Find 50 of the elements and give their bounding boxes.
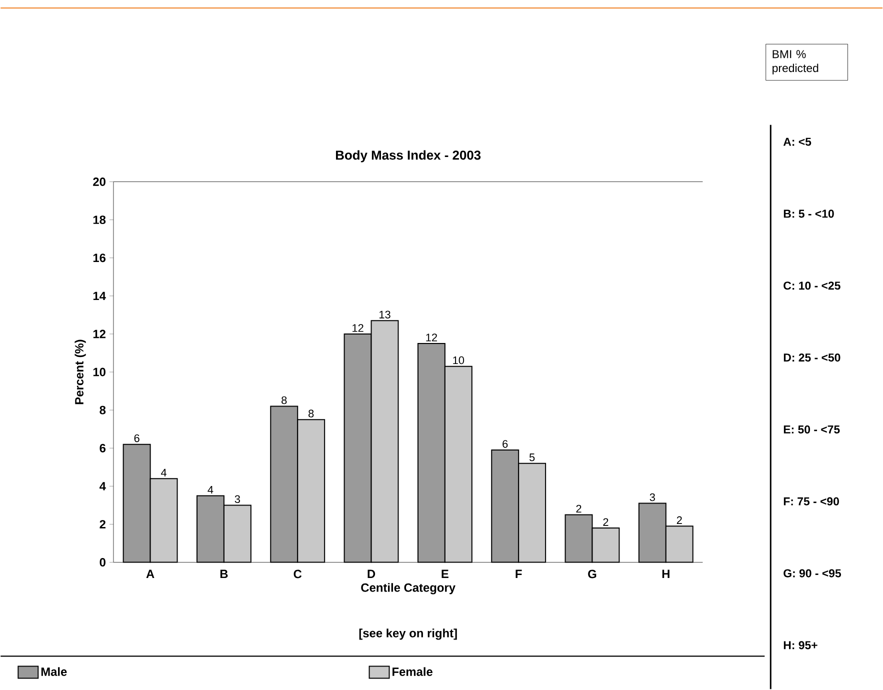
text: B: 5 - <10: [784, 210, 834, 218]
x-tick-label: C: [294, 570, 302, 578]
text: D: 25 - <50: [784, 354, 840, 362]
chart-title: Body Mass Index - 2003: [336, 150, 481, 162]
x-tick-label: E: [442, 570, 448, 578]
x-tick-label: G: [588, 570, 596, 578]
text: [see key on right]: [359, 628, 457, 640]
data-label: 3: [234, 495, 240, 504]
data-label: 8: [308, 410, 314, 418]
x-tick-label: D: [368, 570, 376, 578]
text: BMI % predicted: [772, 50, 818, 74]
text: A: <5: [783, 138, 812, 146]
y-tick-label: 2: [100, 520, 106, 528]
data-label: 2: [676, 516, 682, 524]
data-label: 3: [650, 493, 655, 502]
x-tick-label: B: [220, 570, 228, 578]
data-label: 2: [603, 518, 608, 526]
data-label: 12: [426, 334, 437, 342]
legend-label: Male: [41, 667, 67, 676]
text: E: 50 - <75: [784, 425, 840, 434]
data-label: 6: [134, 434, 140, 442]
x-tick-label: A: [146, 570, 154, 578]
y-axis-title: Percent (%): [74, 340, 86, 404]
y-tick-label: 8: [100, 406, 106, 414]
y-tick-label: 6: [100, 444, 106, 452]
x-tick-label: H: [662, 570, 670, 578]
data-label: 12: [352, 324, 364, 332]
legend-label: Female: [392, 667, 432, 676]
y-tick-label: 20: [93, 178, 106, 186]
data-label: 5: [529, 454, 535, 462]
data-label: 10: [453, 356, 464, 364]
data-label: 4: [160, 468, 166, 476]
data-label: 6: [502, 440, 508, 448]
y-tick-label: 18: [93, 216, 106, 224]
x-tick-label: F: [516, 570, 522, 578]
y-tick-label: 4: [100, 482, 106, 490]
text: H: 95+: [784, 641, 818, 650]
x-axis-title: Centile Category: [361, 583, 456, 594]
y-tick-label: 12: [93, 330, 106, 338]
y-tick-label: 14: [93, 292, 106, 300]
text: F: 75 - <90: [784, 497, 839, 506]
text: C: 10 - <25: [784, 282, 840, 290]
y-tick-label: 10: [93, 368, 106, 376]
data-label: 4: [208, 486, 214, 494]
data-label: 13: [379, 310, 390, 319]
y-tick-label: 16: [93, 254, 106, 262]
data-label: 8: [282, 396, 287, 404]
text: G: 90 - <95: [784, 569, 842, 578]
y-tick-label: 0: [100, 558, 106, 567]
data-label: 2: [576, 504, 582, 513]
